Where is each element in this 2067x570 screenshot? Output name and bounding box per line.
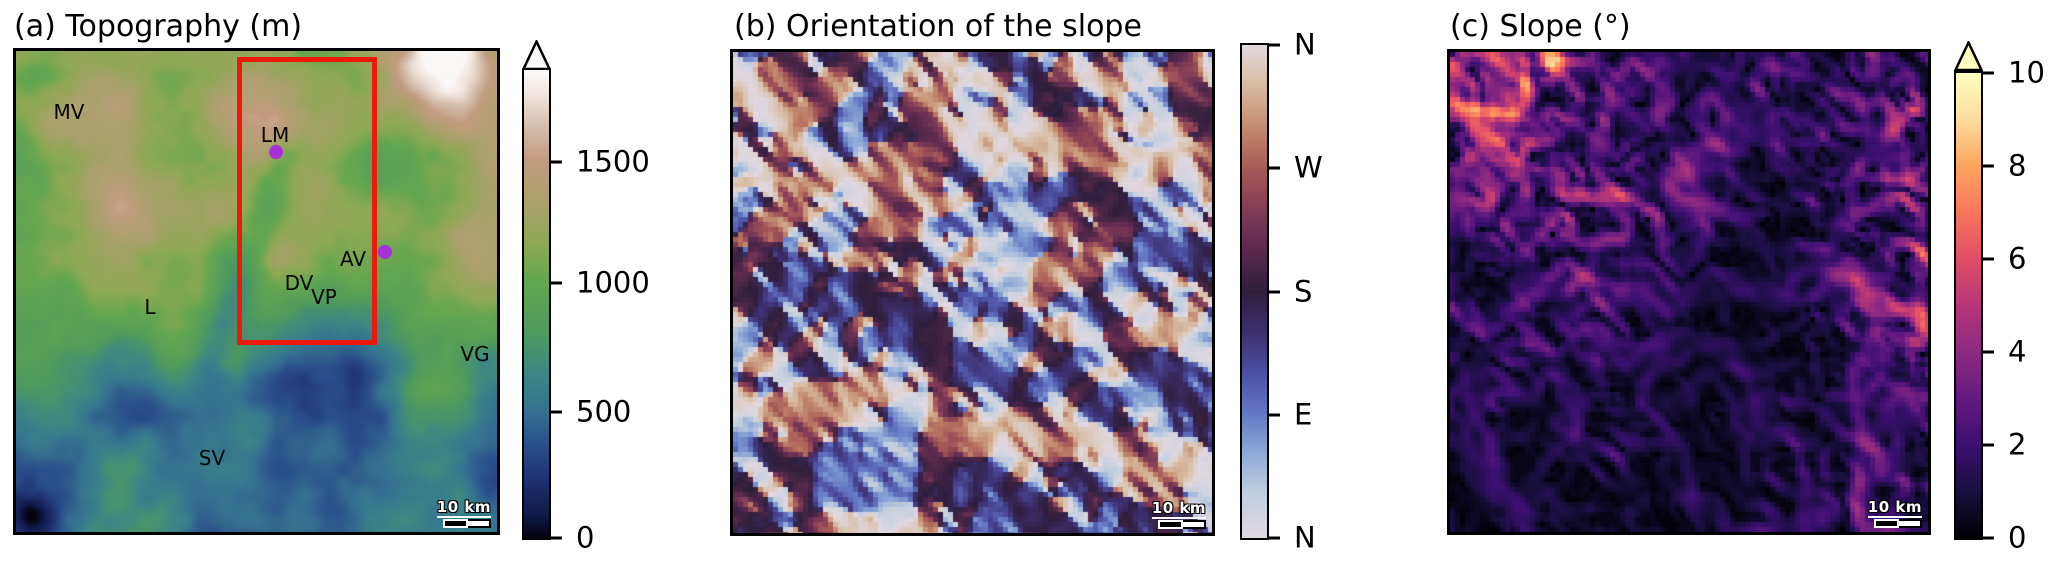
scalebar-bar [1874, 519, 1922, 528]
colorbar-tick [1269, 43, 1280, 47]
map-place-label: LM [260, 123, 290, 147]
colorbar-tick-label: N [1294, 27, 1316, 62]
panel-a-title: (a) Topography (m) [14, 9, 303, 44]
colorbar-tick [1983, 71, 1994, 75]
scalebar-label: 10 km [436, 498, 491, 518]
colorbar-tick [1983, 257, 1994, 261]
scalebar-segment-black [443, 519, 468, 528]
colorbar-tick-label: 1000 [576, 265, 650, 300]
colorbar-extend-arrow-icon [1954, 41, 1983, 71]
panel-b-scalebar: 10 km [1151, 498, 1206, 529]
panel-a-colorbar: 1500 1000 500 0 [522, 68, 650, 552]
scalebar-segment-white [468, 519, 491, 528]
colorbar-extend-arrow-icon [522, 40, 551, 70]
colorbar-tick-label: 0 [576, 520, 595, 555]
map-place-label: VP [311, 285, 337, 309]
colorbar-tick [551, 536, 562, 540]
colorbar-tick [551, 281, 562, 285]
panel-c-slope-image [1450, 52, 1928, 532]
panel-a-map: MV LM AV DV VP L VG SV 10 km [13, 48, 500, 535]
colorbar-tick [1269, 536, 1280, 540]
study-area-inset-rectangle [237, 57, 377, 345]
panel-c-map: 10 km [1447, 49, 1931, 535]
colorbar-tick [1983, 536, 1994, 540]
panel-c-scalebar: 10 km [1867, 497, 1922, 528]
colorbar-tick-label: N [1294, 520, 1316, 555]
panel-a-scalebar: 10 km [436, 497, 491, 528]
map-place-label: MV [53, 100, 85, 124]
scalebar-segment-white [1183, 520, 1206, 529]
colorbar-tick-label: 4 [2008, 334, 2027, 369]
map-place-label: VG [460, 342, 490, 366]
colorbar-tick [1269, 290, 1280, 293]
colorbar-tick-label: W [1294, 150, 1323, 185]
scalebar-label: 10 km [1867, 498, 1922, 518]
colorbar-tick-label: E [1294, 397, 1313, 432]
colorbar-tick [1269, 413, 1280, 417]
map-place-label: DV [284, 271, 314, 295]
colorbar-tick-label: 500 [576, 394, 632, 429]
colorbar-tick-label: 1500 [576, 144, 650, 179]
colorbar-tick [1983, 164, 1994, 168]
colorbar-tick-label: 6 [2008, 241, 2027, 276]
colorbar-tick-label: 10 [2008, 55, 2045, 90]
colorbar-tick [551, 160, 562, 164]
site-marker-dot [269, 145, 283, 159]
scalebar-segment-black [1158, 520, 1183, 529]
panel-a-topography-image [16, 51, 497, 532]
scalebar-segment-black [1874, 519, 1899, 528]
panel-b-overlay [733, 52, 1212, 533]
colorbar-tick-label: 0 [2008, 520, 2027, 555]
panel-c-overlay [1450, 52, 1928, 532]
panel-c-title: (c) Slope (°) [1450, 9, 1631, 44]
scalebar-bar [443, 519, 491, 528]
scalebar-segment-white [1899, 519, 1922, 528]
colorbar-tick-label: 8 [2008, 148, 2027, 183]
panel-b-map: 10 km [730, 49, 1215, 536]
panel-c-colorbar: 10 8 6 4 2 0 [1954, 58, 2045, 552]
colorbar-tick [1983, 350, 1994, 354]
panel-a-overlay: MV LM AV DV VP L VG SV [16, 51, 497, 532]
panel-b-title: (b) Orientation of the slope [734, 9, 1142, 44]
panel-b-aspect-image [733, 52, 1212, 533]
map-place-label: L [144, 295, 156, 319]
map-place-label: AV [339, 247, 367, 271]
scalebar-label: 10 km [1151, 499, 1206, 519]
scalebar-bar [1158, 520, 1206, 529]
site-marker-dot [378, 245, 392, 259]
map-place-label: SV [198, 446, 226, 470]
colorbar-tick-label: S [1294, 274, 1313, 308]
colorbar-tick-label: 2 [2008, 427, 2027, 462]
colorbar-tick [1983, 443, 1994, 447]
colorbar-tick [551, 410, 562, 414]
colorbar-tick [1269, 166, 1280, 170]
panel-b-colorbar: N W S E N [1240, 30, 1323, 552]
